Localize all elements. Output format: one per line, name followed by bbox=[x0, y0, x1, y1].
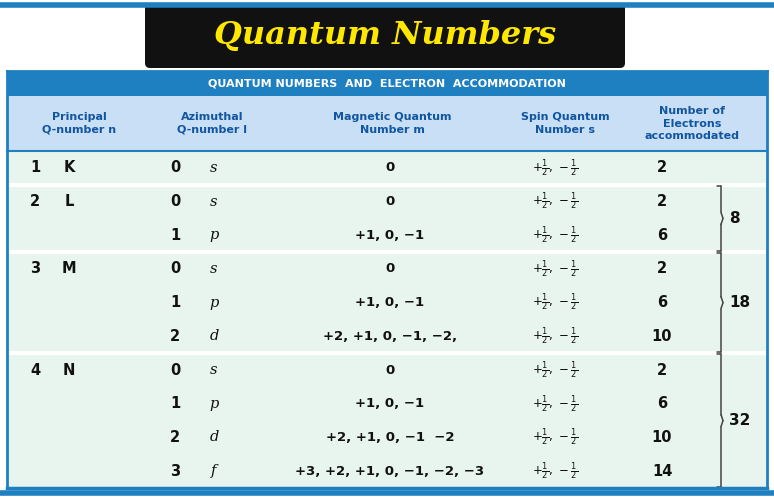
Text: $+\frac{1}{2},\,-\frac{1}{2}$: $+\frac{1}{2},\,-\frac{1}{2}$ bbox=[532, 292, 578, 314]
Text: Principal
Q-number n: Principal Q-number n bbox=[42, 113, 116, 134]
Text: 6: 6 bbox=[657, 396, 667, 411]
Text: $+\frac{1}{2},\,-\frac{1}{2}$: $+\frac{1}{2},\,-\frac{1}{2}$ bbox=[532, 157, 578, 179]
Text: M: M bbox=[62, 261, 77, 276]
Text: 1: 1 bbox=[170, 396, 180, 411]
Text: 2: 2 bbox=[30, 194, 40, 209]
Text: N: N bbox=[63, 363, 75, 377]
FancyBboxPatch shape bbox=[145, 3, 625, 68]
Text: $+\frac{1}{2},\,-\frac{1}{2}$: $+\frac{1}{2},\,-\frac{1}{2}$ bbox=[532, 258, 578, 280]
Text: p: p bbox=[209, 296, 219, 310]
Text: 0: 0 bbox=[385, 161, 395, 174]
Text: 8: 8 bbox=[729, 211, 740, 226]
Text: 10: 10 bbox=[652, 430, 673, 445]
Text: $+\frac{1}{2},\,-\frac{1}{2}$: $+\frac{1}{2},\,-\frac{1}{2}$ bbox=[532, 460, 578, 482]
Text: 0: 0 bbox=[170, 160, 180, 175]
Text: 14: 14 bbox=[652, 464, 672, 479]
Text: 0: 0 bbox=[170, 194, 180, 209]
Text: $+\frac{1}{2},\,-\frac{1}{2}$: $+\frac{1}{2},\,-\frac{1}{2}$ bbox=[532, 359, 578, 381]
Text: +1, 0, −1: +1, 0, −1 bbox=[355, 397, 425, 410]
Text: 32: 32 bbox=[729, 413, 750, 428]
Text: p: p bbox=[209, 228, 219, 242]
Text: 0: 0 bbox=[170, 261, 180, 276]
Bar bbox=[7, 71, 767, 96]
Text: 18: 18 bbox=[729, 295, 750, 310]
Text: K: K bbox=[63, 160, 74, 175]
Text: 3: 3 bbox=[170, 464, 180, 479]
Text: 1: 1 bbox=[170, 295, 180, 310]
Text: +1, 0, −1: +1, 0, −1 bbox=[355, 229, 425, 242]
Text: 2: 2 bbox=[657, 363, 667, 377]
Text: 3: 3 bbox=[30, 261, 40, 276]
Text: 0: 0 bbox=[385, 195, 395, 208]
Text: d: d bbox=[209, 329, 219, 343]
Text: 0: 0 bbox=[170, 363, 180, 377]
Text: 0: 0 bbox=[385, 364, 395, 376]
Text: QUANTUM NUMBERS  AND  ELECTRON  ACCOMMODATION: QUANTUM NUMBERS AND ELECTRON ACCOMMODATI… bbox=[208, 79, 566, 89]
Text: +2, +1, 0, −1  −2: +2, +1, 0, −1 −2 bbox=[326, 431, 454, 444]
Text: $+\frac{1}{2},\,-\frac{1}{2}$: $+\frac{1}{2},\,-\frac{1}{2}$ bbox=[532, 191, 578, 212]
Text: $+\frac{1}{2},\,-\frac{1}{2}$: $+\frac{1}{2},\,-\frac{1}{2}$ bbox=[532, 427, 578, 448]
Text: Azimuthal
Q-number l: Azimuthal Q-number l bbox=[177, 113, 247, 134]
Bar bbox=[7, 96, 767, 151]
Text: s: s bbox=[211, 195, 217, 209]
Text: 10: 10 bbox=[652, 329, 673, 344]
Text: 6: 6 bbox=[657, 228, 667, 243]
Text: 2: 2 bbox=[657, 194, 667, 209]
Text: $+\frac{1}{2},\,-\frac{1}{2}$: $+\frac{1}{2},\,-\frac{1}{2}$ bbox=[532, 326, 578, 347]
Text: 2: 2 bbox=[170, 430, 180, 445]
Text: 1: 1 bbox=[30, 160, 40, 175]
Text: +1, 0, −1: +1, 0, −1 bbox=[355, 296, 425, 309]
Text: Quantum Numbers: Quantum Numbers bbox=[214, 20, 556, 51]
Text: 0: 0 bbox=[385, 262, 395, 275]
Text: s: s bbox=[211, 262, 217, 276]
Text: 1: 1 bbox=[170, 228, 180, 243]
Text: Magnetic Quantum
Number m: Magnetic Quantum Number m bbox=[333, 113, 451, 134]
Text: +2, +1, 0, −1, −2,: +2, +1, 0, −1, −2, bbox=[323, 330, 457, 343]
Text: f: f bbox=[211, 464, 217, 478]
Text: $+\frac{1}{2},\,-\frac{1}{2}$: $+\frac{1}{2},\,-\frac{1}{2}$ bbox=[532, 225, 578, 246]
Text: 6: 6 bbox=[657, 295, 667, 310]
Text: 4: 4 bbox=[30, 363, 40, 377]
Text: $+\frac{1}{2},\,-\frac{1}{2}$: $+\frac{1}{2},\,-\frac{1}{2}$ bbox=[532, 393, 578, 415]
Text: 2: 2 bbox=[657, 261, 667, 276]
Text: s: s bbox=[211, 161, 217, 175]
Text: +3, +2, +1, 0, −1, −2, −3: +3, +2, +1, 0, −1, −2, −3 bbox=[296, 465, 485, 478]
Text: Number of
Electrons
accommodated: Number of Electrons accommodated bbox=[645, 106, 739, 141]
Text: 2: 2 bbox=[170, 329, 180, 344]
Bar bbox=[7, 71, 767, 488]
Text: L: L bbox=[64, 194, 74, 209]
Text: Spin Quantum
Number s: Spin Quantum Number s bbox=[521, 113, 609, 134]
Text: d: d bbox=[209, 430, 219, 444]
Text: s: s bbox=[211, 363, 217, 377]
Text: 2: 2 bbox=[657, 160, 667, 175]
Text: p: p bbox=[209, 397, 219, 411]
